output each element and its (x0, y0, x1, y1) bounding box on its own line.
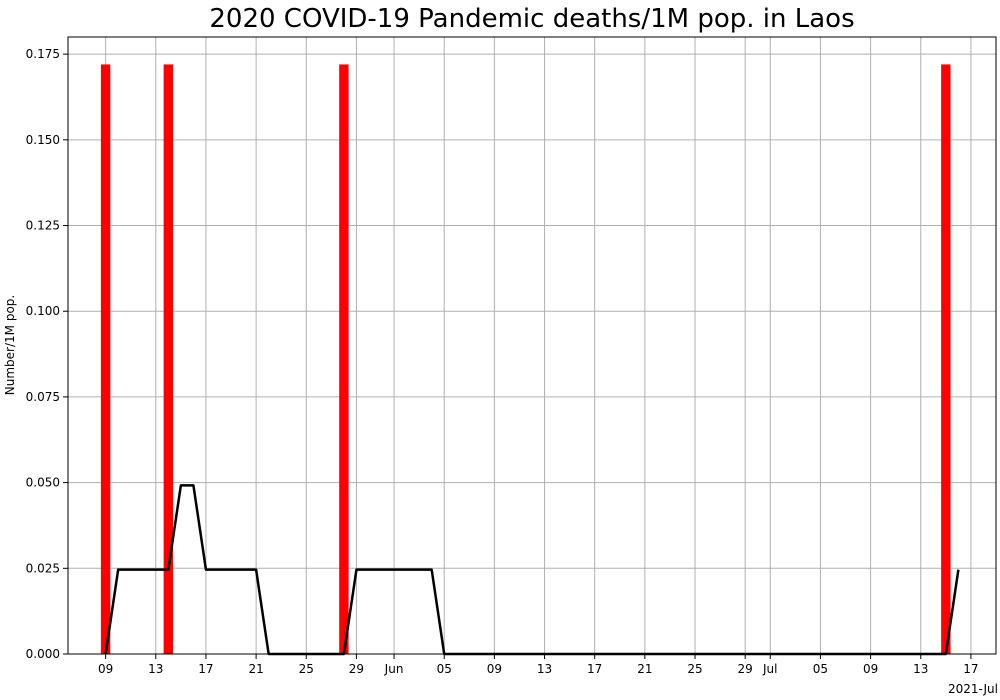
bars-layer (100, 64, 951, 654)
grid-layer (68, 37, 996, 655)
x-tick-label: 09 (98, 662, 113, 676)
y-tick-label: 0.175 (26, 47, 60, 61)
x-tick-label: 21 (248, 662, 263, 676)
y-tick-label: 0.150 (26, 133, 60, 147)
x-tick-label: 09 (863, 662, 878, 676)
line-layer (104, 484, 960, 656)
y-tick-label: 0.000 (26, 647, 60, 661)
bar (163, 64, 174, 654)
y-tick-label: 0.025 (26, 561, 60, 575)
x-offset-label: 2021-Jul (948, 682, 998, 696)
x-tick-label: 13 (148, 662, 163, 676)
x-tick-label: 13 (537, 662, 552, 676)
x-tick-label: 13 (913, 662, 928, 676)
x-tick-label: 29 (738, 662, 753, 676)
chart-title: 2020 COVID-19 Pandemic deaths/1M pop. in… (209, 4, 854, 34)
y-tick-label: 0.075 (26, 390, 60, 404)
y-axis-label: Number/1M pop. (3, 295, 17, 395)
x-tick-label: 21 (637, 662, 652, 676)
x-tick-label: 29 (349, 662, 364, 676)
bar (339, 64, 349, 654)
x-tick-label: 25 (299, 662, 314, 676)
axes-layer: 0.000 0.025 0.050 0.075 0.100 0.125 0.150 0.175… (26, 36, 997, 676)
bar (100, 64, 111, 654)
x-tick-label: 17 (587, 662, 602, 676)
x-tick-label: 09 (487, 662, 502, 676)
y-tick-label: 0.100 (26, 304, 60, 318)
bar (941, 64, 951, 654)
x-tick-label: 17 (963, 662, 978, 676)
y-tick-label: 0.050 (26, 476, 60, 490)
x-tick-label: Jul (762, 662, 777, 676)
x-tick-label: 17 (198, 662, 213, 676)
x-tick-label: 05 (437, 662, 452, 676)
plot-frame (67, 36, 997, 655)
y-tick-label: 0.125 (26, 219, 60, 233)
series-line (104, 484, 960, 656)
x-tick-label: 05 (813, 662, 828, 676)
x-tick-label: 25 (687, 662, 702, 676)
x-tick-label: Jun (384, 662, 404, 676)
